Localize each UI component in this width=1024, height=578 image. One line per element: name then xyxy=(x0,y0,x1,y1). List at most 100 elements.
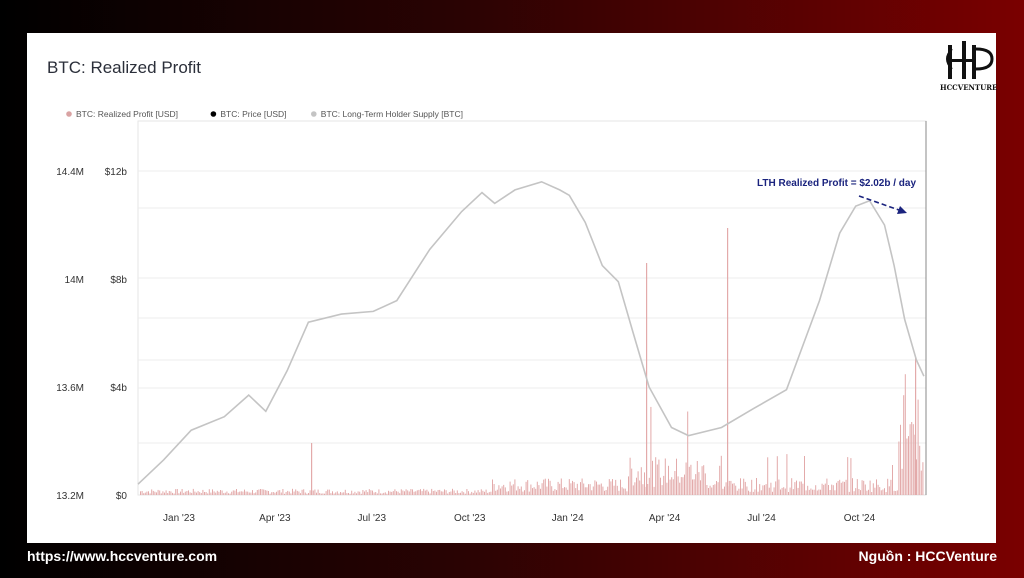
profit-bar xyxy=(260,489,261,495)
lth-axis-tick: 13.6M xyxy=(56,383,84,394)
profit-bar xyxy=(711,487,713,495)
profit-bar xyxy=(464,493,466,495)
profit-bar xyxy=(365,490,367,495)
profit-bar xyxy=(484,491,485,495)
profit-bar xyxy=(586,487,588,495)
profit-bar xyxy=(320,493,322,495)
profit-bar xyxy=(594,480,596,495)
profit-bar xyxy=(826,478,828,495)
profit-bar xyxy=(893,490,895,495)
profit-bar xyxy=(213,491,215,495)
profit-bar xyxy=(448,492,450,495)
profit-bar xyxy=(506,491,508,495)
profit-bar xyxy=(343,492,345,495)
profit-bar xyxy=(298,491,300,495)
profit-bar xyxy=(559,483,561,495)
profit-bar xyxy=(498,485,500,495)
profit-bar xyxy=(760,490,762,495)
profit-bar xyxy=(685,462,687,495)
profit-bar xyxy=(861,480,863,495)
profit-bar xyxy=(669,479,671,495)
profit-bar xyxy=(309,490,311,495)
profit-bar xyxy=(868,489,869,495)
profit-bar xyxy=(596,481,597,495)
profit-bar xyxy=(834,490,836,495)
profit-bar xyxy=(160,493,162,495)
profit-bar xyxy=(671,477,673,495)
profit-bar xyxy=(420,489,421,495)
profit-bar xyxy=(588,484,589,495)
profit-bar xyxy=(631,468,633,495)
profit-bar xyxy=(708,488,709,495)
profit-bar xyxy=(607,486,609,495)
profit-bar xyxy=(770,482,772,495)
profit-bar xyxy=(370,490,372,495)
profit-bar xyxy=(863,480,865,495)
profit-bar xyxy=(175,489,177,495)
profit-bar xyxy=(237,492,239,495)
profit-bar xyxy=(535,488,537,495)
profit-bar xyxy=(306,493,308,495)
profit-bar xyxy=(743,478,745,495)
profit-bar xyxy=(188,490,189,495)
profit-bar xyxy=(879,487,881,495)
profit-bar xyxy=(538,485,540,495)
profit-bar xyxy=(824,483,826,495)
profit-bar xyxy=(248,492,250,495)
profit-bar xyxy=(583,483,585,495)
profit-bar xyxy=(906,438,908,495)
profit-bar xyxy=(439,489,441,495)
realized-profit-bars xyxy=(140,228,924,495)
profit-bar xyxy=(346,493,348,495)
profit-bar xyxy=(202,489,204,495)
profit-bar xyxy=(580,482,581,495)
profit-bar xyxy=(911,422,913,495)
profit-bar xyxy=(642,484,644,495)
profit-bar xyxy=(359,491,361,495)
profit-bar xyxy=(501,486,503,495)
profit-bar xyxy=(562,488,564,495)
profit-bar xyxy=(157,489,159,495)
profit-bar xyxy=(866,490,868,495)
profit-bar xyxy=(828,485,829,495)
profit-bar xyxy=(287,490,289,495)
profit-bar xyxy=(453,490,455,495)
profit-spike xyxy=(727,228,729,495)
profit-bar xyxy=(421,491,423,495)
profit-bar xyxy=(903,395,905,495)
profit-bar xyxy=(173,493,175,495)
profit-bar xyxy=(231,491,233,495)
profit-bar xyxy=(599,484,601,495)
profit-bar xyxy=(533,487,535,495)
profit-bar xyxy=(149,493,151,495)
profit-bar xyxy=(741,488,743,495)
profit-bar xyxy=(428,491,429,495)
profit-bar xyxy=(656,464,658,495)
profit-bar xyxy=(228,493,229,495)
profit-bar xyxy=(796,480,797,495)
profit-bar xyxy=(253,493,255,495)
profit-bar xyxy=(327,489,329,495)
profit-bar xyxy=(581,478,583,495)
profit-bar xyxy=(280,492,282,495)
profit-bar xyxy=(786,454,788,495)
profit-bar xyxy=(223,493,225,495)
profit-bar xyxy=(634,482,636,495)
profit-bar xyxy=(240,491,242,495)
lth-supply-line xyxy=(137,180,925,485)
profit-bar xyxy=(767,457,769,495)
profit-bar xyxy=(226,491,228,495)
profit-bar xyxy=(701,466,703,495)
profit-bar xyxy=(485,489,487,495)
profit-bar xyxy=(543,479,545,495)
legend-label: BTC: Long-Term Holder Supply [BTC] xyxy=(321,109,463,119)
lth-axis-tick: 14.4M xyxy=(56,167,84,178)
profit-bar xyxy=(797,487,799,495)
profit-bar xyxy=(572,480,573,495)
profit-bar xyxy=(172,492,173,495)
profit-bar xyxy=(626,491,628,495)
profit-bar xyxy=(186,491,188,495)
profit-bar xyxy=(407,490,409,495)
profit-bar xyxy=(780,489,781,495)
profit-bar xyxy=(540,488,541,495)
